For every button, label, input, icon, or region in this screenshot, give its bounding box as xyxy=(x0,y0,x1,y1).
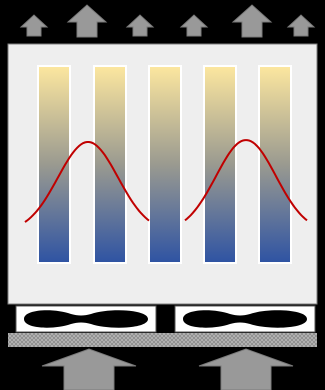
heat-bar-5 xyxy=(258,65,292,264)
inlet-arrow-right xyxy=(198,348,294,390)
outlet-arrow-small-4 xyxy=(286,14,316,37)
outlet-arrow-small-2 xyxy=(125,14,155,37)
inlet-arrows xyxy=(41,348,294,390)
temperature-curve-left xyxy=(24,141,150,223)
outlet-arrow-large-1 xyxy=(66,4,108,38)
fan-blade-right xyxy=(183,310,307,328)
base-plate xyxy=(8,333,317,347)
temperature-curves xyxy=(24,139,308,223)
inlet-arrow-left xyxy=(41,348,137,390)
heat-bar-3 xyxy=(148,65,182,264)
outlet-arrow-small-3 xyxy=(179,14,209,37)
fan-blade-left xyxy=(24,310,148,328)
outlet-arrow-small-1 xyxy=(19,14,49,37)
fan-right xyxy=(174,305,316,333)
outlet-arrows xyxy=(19,4,316,38)
temperature-curve-right xyxy=(184,139,308,222)
outlet-arrow-large-2 xyxy=(231,4,273,38)
fan-left xyxy=(15,305,157,333)
heat-bars xyxy=(37,65,292,264)
heat-bar-4 xyxy=(203,65,237,264)
